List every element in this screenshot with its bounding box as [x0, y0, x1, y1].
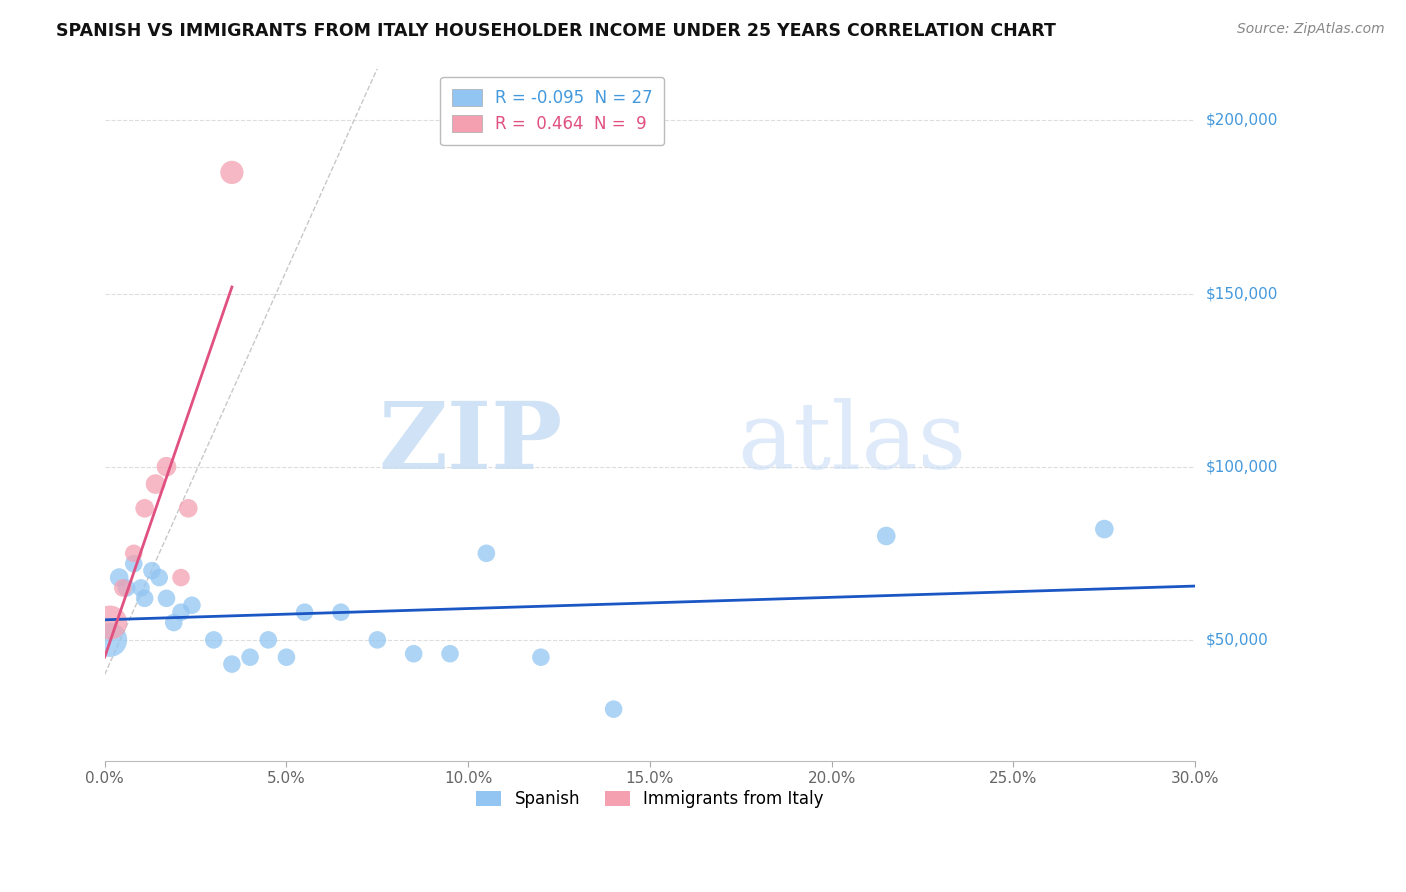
Point: [98, 615, 121, 630]
Point: [134, 501, 156, 516]
Point: [98, 632, 121, 647]
Point: [129, 581, 152, 595]
Point: [439, 647, 461, 661]
Text: $50,000: $50,000: [1206, 632, 1268, 648]
Point: [202, 632, 225, 647]
Point: [148, 570, 170, 584]
Point: [239, 650, 262, 665]
Point: [170, 570, 193, 584]
Point: [134, 591, 156, 606]
Text: $200,000: $200,000: [1206, 113, 1278, 128]
Point: [163, 615, 186, 630]
Text: ZIP: ZIP: [378, 398, 562, 488]
Point: [155, 591, 177, 606]
Text: $100,000: $100,000: [1206, 459, 1278, 475]
Point: [402, 647, 425, 661]
Point: [875, 529, 897, 543]
Text: atlas: atlas: [737, 398, 966, 488]
Point: [366, 632, 388, 647]
Point: [221, 165, 243, 179]
Point: [108, 570, 131, 584]
Point: [602, 702, 624, 716]
Point: [122, 557, 145, 571]
Point: [221, 657, 243, 672]
Point: [170, 605, 193, 619]
Text: SPANISH VS IMMIGRANTS FROM ITALY HOUSEHOLDER INCOME UNDER 25 YEARS CORRELATION C: SPANISH VS IMMIGRANTS FROM ITALY HOUSEHO…: [56, 22, 1056, 40]
Point: [1092, 522, 1115, 536]
Point: [257, 632, 280, 647]
Point: [181, 599, 204, 613]
Point: [294, 605, 316, 619]
Point: [177, 501, 200, 516]
Point: [276, 650, 298, 665]
Point: [145, 477, 167, 491]
Point: [330, 605, 353, 619]
Point: [115, 581, 138, 595]
Legend: Spanish, Immigrants from Italy: Spanish, Immigrants from Italy: [470, 784, 831, 815]
Point: [475, 546, 498, 560]
Point: [122, 546, 145, 560]
Point: [111, 581, 134, 595]
Point: [530, 650, 553, 665]
Text: $150,000: $150,000: [1206, 286, 1278, 301]
Text: Source: ZipAtlas.com: Source: ZipAtlas.com: [1237, 22, 1385, 37]
Point: [141, 564, 163, 578]
Point: [155, 459, 177, 474]
